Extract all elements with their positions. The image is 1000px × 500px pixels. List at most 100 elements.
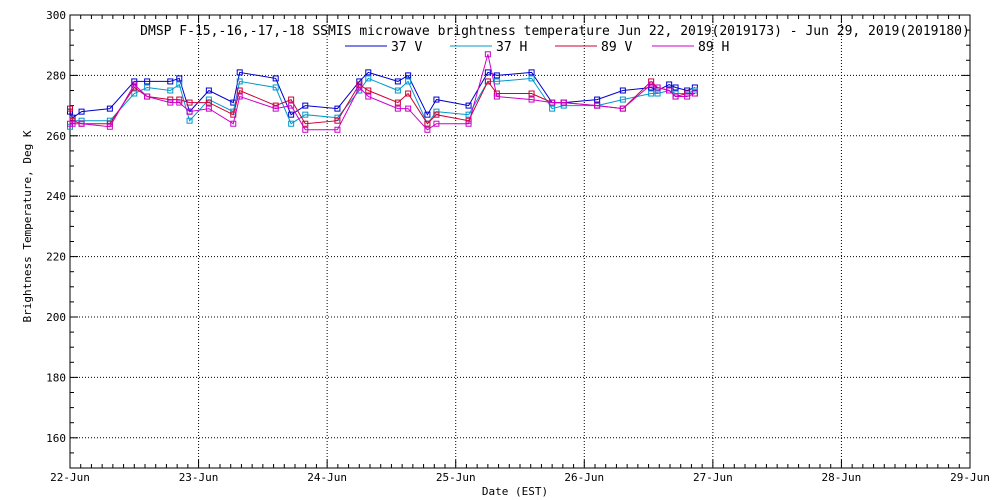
data-point-marker [684, 93, 691, 100]
data-point-marker [528, 69, 535, 76]
y-tick-label: 220 [46, 251, 66, 264]
data-point-marker [236, 93, 243, 100]
data-point-marker [433, 108, 440, 115]
data-point-marker [144, 84, 151, 91]
data-point-marker [648, 78, 655, 85]
data-point-marker [302, 120, 309, 127]
data-point-marker [484, 69, 491, 76]
data-point-marker [424, 126, 431, 133]
data-point-marker [69, 120, 76, 127]
data-point-marker [672, 93, 679, 100]
data-point-marker [484, 51, 491, 58]
data-point-marker [365, 87, 372, 94]
legend-label: 89 H [698, 40, 729, 55]
data-point-marker [666, 81, 673, 88]
data-point-marker [205, 87, 212, 94]
data-point-marker [549, 99, 556, 106]
data-point-marker [465, 102, 472, 109]
data-point-marker [186, 108, 193, 115]
data-point-marker [465, 120, 472, 127]
data-point-marker [205, 96, 212, 103]
data-point-marker [619, 105, 626, 112]
data-point-marker [691, 90, 698, 97]
data-point-marker [334, 126, 341, 133]
data-point-marker [560, 99, 567, 106]
y-tick-label: 200 [46, 311, 66, 324]
data-point-marker [648, 81, 655, 88]
data-point-marker [106, 123, 113, 130]
data-point-marker [405, 90, 412, 97]
x-tick-label: 23-Jun [179, 471, 219, 484]
data-point-marker [549, 105, 556, 112]
data-point-marker [648, 90, 655, 97]
data-point-marker [493, 72, 500, 79]
data-point-marker [493, 78, 500, 85]
data-point-marker [167, 87, 174, 94]
y-tick-label: 300 [46, 9, 66, 22]
data-point-marker [176, 99, 183, 106]
data-point-marker [236, 69, 243, 76]
y-axis-label: Brightness Temperature, Deg K [21, 130, 34, 322]
data-point-marker [394, 78, 401, 85]
x-tick-label: 24-Jun [307, 471, 347, 484]
grid-lines [70, 15, 970, 468]
x-tick-label: 22-Jun [50, 471, 90, 484]
data-point-marker [394, 99, 401, 106]
series-lines [67, 51, 698, 133]
chart-title: DMSP F-15,-16,-17,-18 SSMIS microwave br… [140, 24, 970, 39]
data-point-marker [405, 72, 412, 79]
data-point-marker [230, 99, 237, 106]
x-tick-label: 25-Jun [436, 471, 476, 484]
data-point-marker [405, 78, 412, 85]
y-tick-label: 280 [46, 69, 66, 82]
data-point-marker [424, 111, 431, 118]
data-point-marker [272, 84, 279, 91]
data-point-marker [302, 111, 309, 118]
data-point-marker [493, 93, 500, 100]
data-point-marker [205, 105, 212, 112]
series-line [69, 71, 696, 119]
data-point-marker [365, 93, 372, 100]
data-point-marker [433, 96, 440, 103]
data-point-marker [272, 75, 279, 82]
y-tick-label: 160 [46, 432, 66, 445]
data-point-marker [334, 105, 341, 112]
data-point-marker [528, 90, 535, 97]
data-point-marker [666, 87, 673, 94]
data-point-marker [691, 84, 698, 91]
x-tick-label: 26-Jun [564, 471, 604, 484]
x-axis-label: Date (EST) [482, 485, 548, 498]
data-point-marker [131, 81, 138, 88]
legend-label: 37 V [391, 40, 422, 55]
data-point-marker [167, 78, 174, 85]
data-point-marker [405, 105, 412, 112]
data-point-marker [230, 120, 237, 127]
data-point-marker [288, 102, 295, 109]
legend-label: 89 V [601, 40, 632, 55]
y-tick-label: 260 [46, 130, 66, 143]
data-point-marker [288, 111, 295, 118]
data-point-marker [356, 84, 363, 91]
data-point-marker [167, 96, 174, 103]
data-point-marker [424, 120, 431, 127]
data-point-marker [654, 90, 661, 97]
data-point-marker [433, 120, 440, 127]
data-point-marker [394, 105, 401, 112]
data-point-marker [176, 75, 183, 82]
data-point-marker [236, 78, 243, 85]
data-point-marker [144, 93, 151, 100]
x-tick-label: 29-Jun [950, 471, 990, 484]
data-point-marker [528, 96, 535, 103]
data-point-marker [302, 102, 309, 109]
x-tick-label: 27-Jun [693, 471, 733, 484]
data-point-marker [365, 69, 372, 76]
data-point-marker [365, 75, 372, 82]
data-point-marker [186, 117, 193, 124]
data-point-marker [176, 81, 183, 88]
series-37-v [67, 69, 698, 121]
series-line [69, 77, 696, 127]
data-point-marker [528, 75, 535, 82]
legend-label: 37 H [496, 40, 527, 55]
